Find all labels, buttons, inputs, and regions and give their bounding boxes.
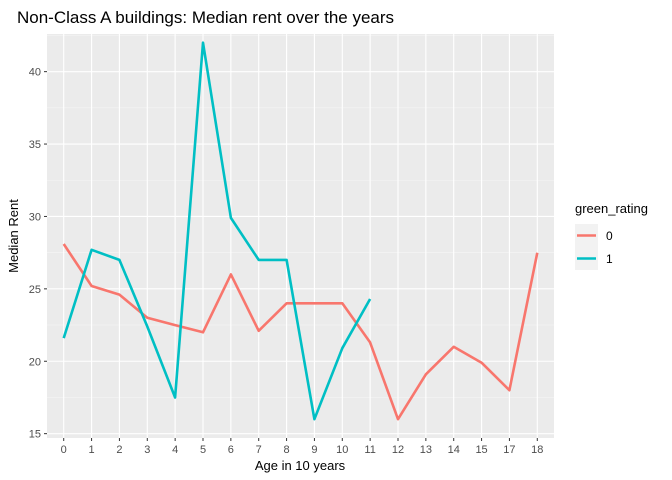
x-tick-label: 8 <box>284 444 290 456</box>
grid-minor <box>47 35 554 398</box>
y-tick-label: 40 <box>29 67 41 79</box>
series-line-1 <box>62 41 372 421</box>
y-axis: 15 20 25 30 35 40 <box>29 67 47 441</box>
x-tick-label: 15 <box>475 444 487 456</box>
x-tick-label: 3 <box>144 444 150 456</box>
y-tick-label: 15 <box>29 429 41 441</box>
chart-title: Non-Class A buildings: Median rent over … <box>17 8 394 27</box>
grid-major <box>47 34 554 438</box>
x-tick-label: 11 <box>364 444 375 456</box>
legend-label-0: 0 <box>606 229 613 243</box>
y-tick-label: 30 <box>29 211 41 223</box>
x-axis-title: Age in 10 years <box>255 458 346 473</box>
x-tick-label: 1 <box>89 444 95 456</box>
legend-title: green_rating <box>575 201 648 216</box>
x-tick-label: 10 <box>336 444 348 456</box>
y-tick-label: 20 <box>29 356 41 368</box>
x-axis: 0 1 2 3 4 5 6 7 8 9 10 11 12 13 14 15 17 18 <box>61 438 543 456</box>
x-tick-label: 0 <box>61 444 67 456</box>
plot-panel <box>47 34 554 438</box>
y-axis-title: Median Rent <box>6 199 21 273</box>
x-tick-label: 2 <box>116 444 122 456</box>
x-tick-label: 12 <box>392 444 404 456</box>
x-tick-label: 13 <box>420 444 432 456</box>
y-tick-label: 25 <box>29 284 41 296</box>
x-tick-label: 17 <box>503 444 515 456</box>
x-tick-label: 4 <box>172 444 178 456</box>
x-tick-label: 5 <box>200 444 206 456</box>
x-tick-label: 18 <box>531 444 543 456</box>
legend-label-1: 1 <box>606 252 613 266</box>
x-tick-label: 9 <box>311 444 317 456</box>
series-layer <box>62 41 539 421</box>
y-tick-label: 35 <box>29 139 41 151</box>
x-tick-label: 14 <box>448 444 460 456</box>
x-tick-label: 6 <box>228 444 234 456</box>
x-tick-label: 7 <box>256 444 262 456</box>
legend: green_rating 0 1 <box>575 201 648 270</box>
